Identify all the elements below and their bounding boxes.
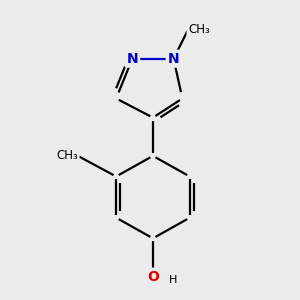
- Text: H: H: [169, 274, 178, 285]
- Text: O: O: [147, 270, 159, 283]
- Text: N: N: [127, 52, 138, 66]
- Text: N: N: [168, 52, 179, 66]
- Text: CH₃: CH₃: [188, 23, 210, 36]
- Text: CH₃: CH₃: [56, 149, 78, 162]
